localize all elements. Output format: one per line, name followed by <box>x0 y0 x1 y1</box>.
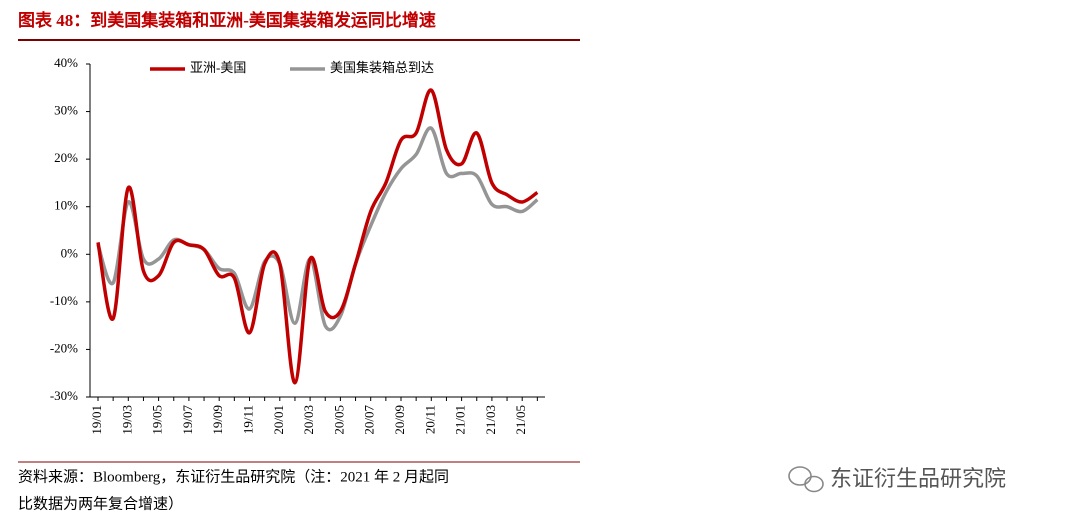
series-line <box>96 88 539 385</box>
y-tick-label: 0% <box>61 245 79 260</box>
y-tick-label: 10% <box>54 198 78 213</box>
x-tick-label: 21/01 <box>453 405 468 435</box>
x-tick-label: 20/05 <box>331 405 346 435</box>
x-tick-label: 21/05 <box>513 405 528 435</box>
source-line: 资料来源：Bloomberg，东证衍生品研究院（注：2021 年 2 月起同 <box>18 467 449 485</box>
legend-label: 美国集装箱总到达 <box>330 60 434 75</box>
y-tick-label: -30% <box>50 388 78 403</box>
x-tick-label: 20/09 <box>392 405 407 435</box>
y-tick-label: -20% <box>50 340 78 355</box>
x-tick-label: 20/03 <box>301 405 316 435</box>
legend-label: 亚洲-美国 <box>190 60 246 75</box>
x-tick-label: 19/07 <box>180 405 195 435</box>
source-line: 比数据为两年复合增速） <box>18 494 183 512</box>
watermark: 东证衍生品研究院 <box>830 467 1006 492</box>
chart-title: 图表 48：到美国集装箱和亚洲-美国集装箱发运同比增速 <box>18 10 436 30</box>
x-tick-label: 20/11 <box>422 405 437 434</box>
x-tick-label: 20/07 <box>362 405 377 435</box>
y-tick-label: -10% <box>50 293 78 308</box>
x-tick-label: 19/05 <box>150 405 165 435</box>
x-tick-label: 21/03 <box>483 405 498 435</box>
x-tick-label: 19/09 <box>210 405 225 435</box>
y-tick-label: 40% <box>54 55 78 70</box>
y-tick-label: 30% <box>54 103 78 118</box>
x-tick-label: 19/01 <box>89 405 104 435</box>
wechat-icon <box>788 466 824 493</box>
x-tick-label: 20/01 <box>271 405 286 435</box>
x-tick-label: 19/11 <box>240 405 255 434</box>
y-tick-label: 20% <box>54 150 78 165</box>
x-tick-label: 19/03 <box>119 405 134 435</box>
series-line <box>96 126 539 332</box>
